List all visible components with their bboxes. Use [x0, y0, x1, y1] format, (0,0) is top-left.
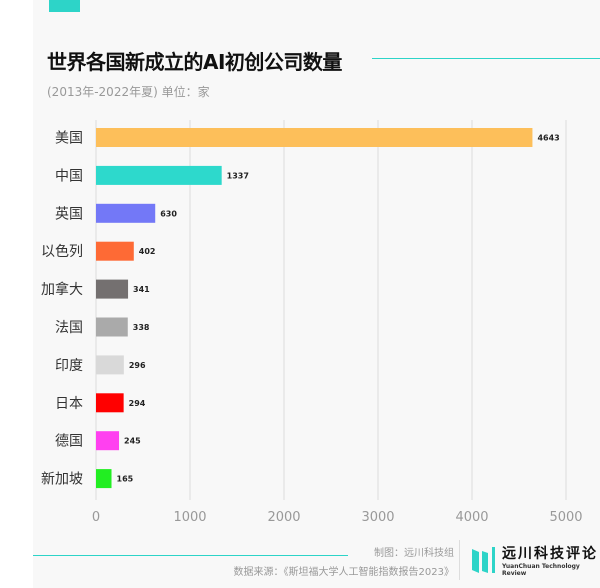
- bar-5: [96, 279, 129, 299]
- credit-text: 制图：远川科技组: [374, 548, 454, 559]
- category-label: 中国: [55, 168, 83, 184]
- logo-name: 远川科技评论: [502, 546, 598, 562]
- x-tick-label: 5000: [549, 510, 582, 525]
- bar-chart: 0 1000 2000 3000 4000 5000 美国 4643 中国 1337 英国 630 以色…: [41, 120, 583, 525]
- chart-subtitle: (2013年-2022年夏) 单位：家: [47, 85, 210, 99]
- logo-en: YuanChuan Technology Review: [502, 563, 580, 577]
- x-tick-label: 1000: [173, 510, 206, 525]
- data-label: 245: [124, 437, 141, 446]
- bar-3: [96, 203, 156, 223]
- category-label: 法国: [55, 320, 83, 336]
- category-label: 印度: [55, 358, 83, 374]
- category-label: 加拿大: [41, 281, 83, 298]
- bar-6: [96, 317, 128, 337]
- source-text: 数据来源：《斯坦福大学人工智能指数报告2023》: [233, 567, 454, 578]
- bar-8: [96, 393, 124, 413]
- bar-4: [96, 241, 134, 261]
- logo: 远川科技评论 YuanChuan Technology Review: [470, 543, 600, 577]
- category-label: 德国: [55, 434, 83, 450]
- chart-title: 世界各国新成立的AI初创公司数量: [47, 50, 342, 74]
- footer-divider: [459, 540, 460, 580]
- footer-rule: [33, 555, 348, 556]
- category-label: 美国: [55, 131, 83, 147]
- category-label: 英国: [55, 205, 83, 222]
- bar-2: [96, 165, 222, 185]
- data-label: 4643: [537, 134, 559, 143]
- bar-7: [96, 355, 124, 375]
- category-label: 新加坡: [41, 472, 83, 488]
- title-rule: [372, 58, 600, 59]
- data-label: 165: [117, 475, 134, 484]
- data-label: 338: [133, 323, 150, 332]
- bar-9: [96, 431, 120, 451]
- data-label: 402: [139, 247, 156, 256]
- bar-1: [96, 128, 533, 147]
- category-label: 日本: [55, 396, 83, 412]
- data-label: 294: [129, 399, 146, 408]
- logo-icon: [472, 547, 495, 573]
- x-tick-label: 0: [92, 510, 100, 525]
- data-label: 296: [129, 361, 146, 370]
- data-label: 630: [160, 209, 177, 218]
- category-label: 以色列: [41, 243, 83, 260]
- accent-bar: [49, 0, 80, 12]
- bar-10: [96, 469, 112, 489]
- data-label: 1337: [227, 171, 249, 180]
- x-tick-label: 2000: [267, 510, 300, 525]
- x-tick-label: 3000: [361, 510, 394, 525]
- x-tick-label: 4000: [455, 510, 488, 525]
- data-label: 341: [133, 285, 150, 294]
